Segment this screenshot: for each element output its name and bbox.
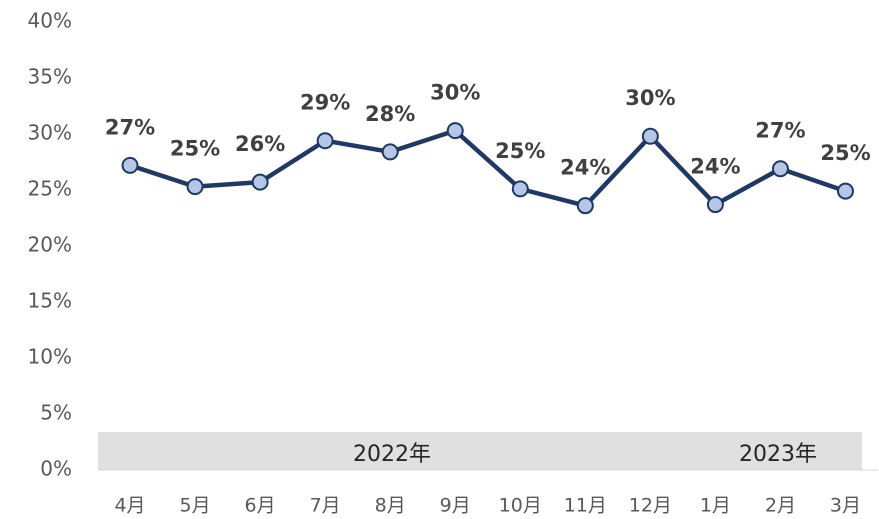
x-tick-label: 11月 — [564, 495, 607, 517]
data-label: 27% — [105, 115, 155, 139]
y-tick-label: 15% — [28, 289, 72, 313]
x-tick-label: 3月 — [830, 495, 861, 517]
data-label: 28% — [365, 102, 415, 126]
marker — [836, 182, 854, 200]
x-tick-label: 7月 — [310, 495, 341, 517]
year-label: 2022年 — [353, 442, 431, 467]
data-label: 27% — [755, 119, 805, 143]
y-tick-label: 10% — [28, 345, 72, 369]
x-tick-label: 2月 — [765, 495, 796, 517]
x-tick-label: 8月 — [375, 495, 406, 517]
x-tick-label: 10月 — [499, 495, 542, 517]
marker — [316, 132, 334, 150]
y-tick-label: 25% — [28, 177, 72, 201]
x-tick-label: 6月 — [245, 495, 276, 517]
year-band — [98, 432, 862, 470]
marker — [641, 127, 659, 145]
x-tick-label: 12月 — [629, 495, 672, 517]
marker — [706, 196, 724, 214]
marker — [121, 156, 139, 174]
x-tick-label: 4月 — [114, 495, 145, 517]
data-label: 26% — [235, 132, 285, 156]
marker — [446, 122, 464, 140]
marker — [771, 160, 789, 178]
y-tick-label: 0% — [40, 457, 72, 481]
marker — [576, 197, 594, 215]
data-label: 24% — [560, 156, 610, 180]
data-label: 30% — [625, 86, 675, 110]
year-label: 2023年 — [739, 442, 817, 467]
data-label: 24% — [690, 155, 740, 179]
marker — [186, 178, 204, 196]
marker — [381, 143, 399, 161]
x-tick-label: 5月 — [180, 495, 211, 517]
x-tick-label: 9月 — [440, 495, 471, 517]
y-tick-label: 5% — [40, 401, 72, 425]
marker — [251, 173, 269, 191]
marker — [511, 180, 529, 198]
data-label: 29% — [300, 91, 350, 115]
data-label: 30% — [430, 81, 480, 105]
y-tick-label: 20% — [28, 233, 72, 257]
y-tick-label: 40% — [28, 9, 72, 33]
y-tick-label: 30% — [28, 121, 72, 145]
data-label: 25% — [495, 139, 545, 163]
data-label: 25% — [820, 141, 870, 165]
data-label: 25% — [170, 137, 220, 161]
x-tick-label: 1月 — [700, 495, 731, 517]
line — [129, 128, 847, 208]
y-tick-label: 35% — [28, 65, 72, 89]
